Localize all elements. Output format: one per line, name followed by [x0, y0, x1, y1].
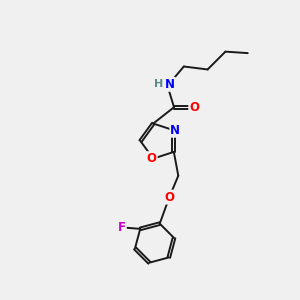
Text: O: O [147, 152, 157, 165]
Text: N: N [165, 78, 175, 91]
Text: O: O [189, 101, 199, 114]
Text: H: H [154, 79, 163, 89]
Text: N: N [170, 124, 180, 137]
Text: O: O [164, 190, 174, 204]
Text: F: F [118, 221, 126, 234]
